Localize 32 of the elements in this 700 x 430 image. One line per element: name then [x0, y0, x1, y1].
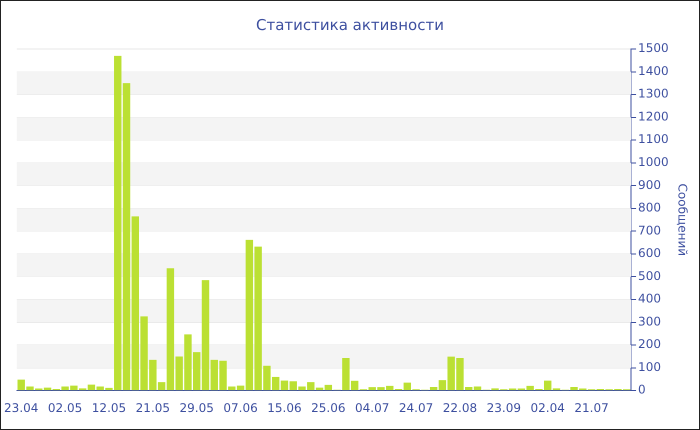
x-tick-label: 21.05	[136, 400, 170, 415]
y-tick-label: 0	[638, 382, 646, 397]
x-tick-label: 22.08	[442, 400, 478, 415]
y-tick-label: 600	[638, 246, 661, 260]
y-tick-label: 1000	[638, 154, 669, 169]
x-tick-label: 02.04	[530, 400, 565, 415]
x-tick-label: 12.05	[92, 400, 126, 415]
y-tick-label: 1500	[638, 41, 669, 56]
x-tick-label: 29.05	[180, 400, 214, 415]
y-tick-label: 100	[638, 360, 661, 374]
chart-title: Статистика активности	[256, 16, 444, 34]
y-tick-label: 200	[638, 337, 661, 352]
y-tick-label: 1300	[638, 86, 669, 101]
y-tick-label: 300	[638, 314, 661, 328]
x-tick-label: 04.07	[355, 400, 390, 415]
x-tick-label: 15.06	[267, 400, 302, 415]
y-tick-label: 700	[638, 223, 661, 238]
x-tick-label: 23.09	[486, 400, 522, 415]
x-tick-label: 02.05	[48, 400, 82, 415]
x-tick-label: 07.06	[223, 400, 258, 415]
y-axis-title: Сообщений	[676, 184, 690, 256]
y-tick-label: 900	[638, 178, 661, 192]
y-tick-label: 1200	[638, 109, 669, 124]
y-tick-label: 1100	[638, 132, 669, 146]
x-tick-label: 21.07	[574, 400, 609, 415]
y-tick-label: 1400	[638, 64, 669, 78]
x-tick-label: 25.06	[311, 400, 346, 415]
x-tick-label: 24.07	[398, 400, 434, 415]
y-tick-label: 800	[638, 200, 661, 215]
y-tick-label: 400	[638, 292, 661, 306]
x-tick-label: 23.04	[4, 400, 38, 415]
y-tick-label: 500	[638, 268, 661, 283]
